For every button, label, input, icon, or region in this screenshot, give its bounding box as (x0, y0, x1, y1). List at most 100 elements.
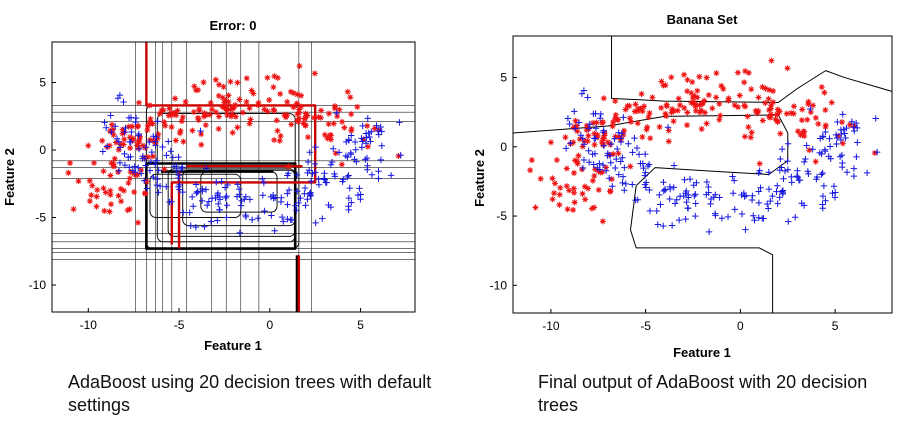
plus-point (571, 108, 578, 115)
asterisk-point (790, 103, 797, 110)
asterisk-point (797, 131, 804, 138)
asterisk-point (229, 129, 236, 136)
plus-point (784, 140, 792, 147)
asterisk-point (135, 219, 142, 226)
asterisk-point (696, 73, 703, 80)
asterisk-point (745, 69, 752, 76)
plus-point (342, 152, 350, 160)
asterisk-point (576, 136, 583, 143)
plus-point (619, 173, 627, 180)
asterisk-point (597, 169, 604, 176)
asterisk-point (232, 102, 239, 109)
asterisk-point (236, 96, 243, 103)
plus-point (235, 185, 243, 193)
plus-point (363, 154, 371, 162)
asterisk-point (828, 99, 835, 106)
asterisk-point (150, 137, 157, 144)
asterisk-point (713, 94, 720, 101)
asterisk-point (102, 189, 109, 196)
plus-point (854, 124, 861, 132)
asterisk-point (154, 135, 161, 142)
plus-point (800, 202, 808, 209)
plus-point (327, 203, 335, 211)
asterisk-point (578, 166, 585, 173)
asterisk-point (298, 103, 305, 110)
asterisk-point (261, 106, 268, 113)
plus-point (594, 164, 601, 172)
asterisk-point (812, 114, 819, 121)
plus-point (592, 125, 600, 132)
asterisk-point (161, 119, 168, 126)
x-tick-label: 0 (266, 318, 273, 332)
plus-point (716, 194, 723, 201)
asterisk-point (821, 89, 828, 96)
asterisk-point (604, 139, 611, 146)
plus-point (103, 124, 110, 131)
asterisk-point (107, 172, 114, 179)
plus-point (851, 127, 858, 135)
asterisk-point (591, 204, 598, 211)
asterisk-point (182, 98, 189, 105)
plus-point (633, 144, 641, 152)
asterisk-point (684, 88, 691, 95)
asterisk-point (271, 73, 278, 80)
plus-point (223, 214, 230, 221)
asterisk-point (338, 161, 345, 168)
plus-point (585, 125, 593, 132)
asterisk-point (662, 110, 669, 117)
plus-point (833, 140, 840, 148)
plus-point (759, 215, 766, 222)
asterisk-point (649, 94, 656, 101)
asterisk-point (584, 138, 591, 145)
plus-point (194, 188, 202, 196)
plus-point (150, 133, 157, 140)
plus-point (199, 187, 206, 195)
asterisk-point (607, 187, 614, 194)
plus-point (830, 182, 838, 190)
plus-point (223, 202, 231, 209)
plus-point (237, 202, 245, 209)
plus-point (175, 153, 182, 161)
plus-point (666, 185, 674, 193)
asterisk-point (767, 105, 774, 112)
asterisk-point (688, 90, 695, 97)
plus-point (166, 198, 173, 206)
plus-point (348, 199, 355, 206)
plus-point (580, 87, 588, 94)
asterisk-point (86, 177, 93, 184)
asterisk-point (172, 95, 179, 102)
asterisk-point (142, 144, 149, 151)
plus-point (788, 173, 795, 181)
asterisk-point (670, 118, 677, 125)
asterisk-point (227, 78, 234, 85)
plus-point (681, 176, 688, 184)
plus-point (362, 130, 370, 137)
asterisk-point (285, 163, 292, 170)
asterisk-point (293, 100, 300, 107)
plus-point (590, 161, 597, 168)
asterisk-point (701, 109, 708, 116)
asterisk-point (599, 218, 606, 225)
plus-point (153, 157, 160, 164)
plus-point (604, 150, 611, 157)
asterisk-point (694, 87, 701, 94)
plus-point (131, 163, 138, 170)
plus-point (705, 183, 712, 191)
asterisk-point (195, 116, 202, 123)
plus-point (832, 131, 840, 139)
asterisk-point (216, 81, 223, 88)
plus-point (682, 189, 689, 197)
tree-region (149, 173, 242, 219)
plus-point (819, 169, 826, 177)
asterisk-point (818, 84, 825, 91)
plus-point (309, 170, 316, 177)
plus-point (572, 125, 579, 132)
plus-point (873, 148, 881, 156)
plus-point (116, 91, 124, 99)
plus-point (302, 202, 309, 209)
asterisk-point (376, 126, 383, 133)
asterisk-point (321, 131, 328, 138)
asterisk-point (155, 131, 162, 138)
plus-point (180, 209, 187, 216)
asterisk-point (248, 87, 255, 94)
